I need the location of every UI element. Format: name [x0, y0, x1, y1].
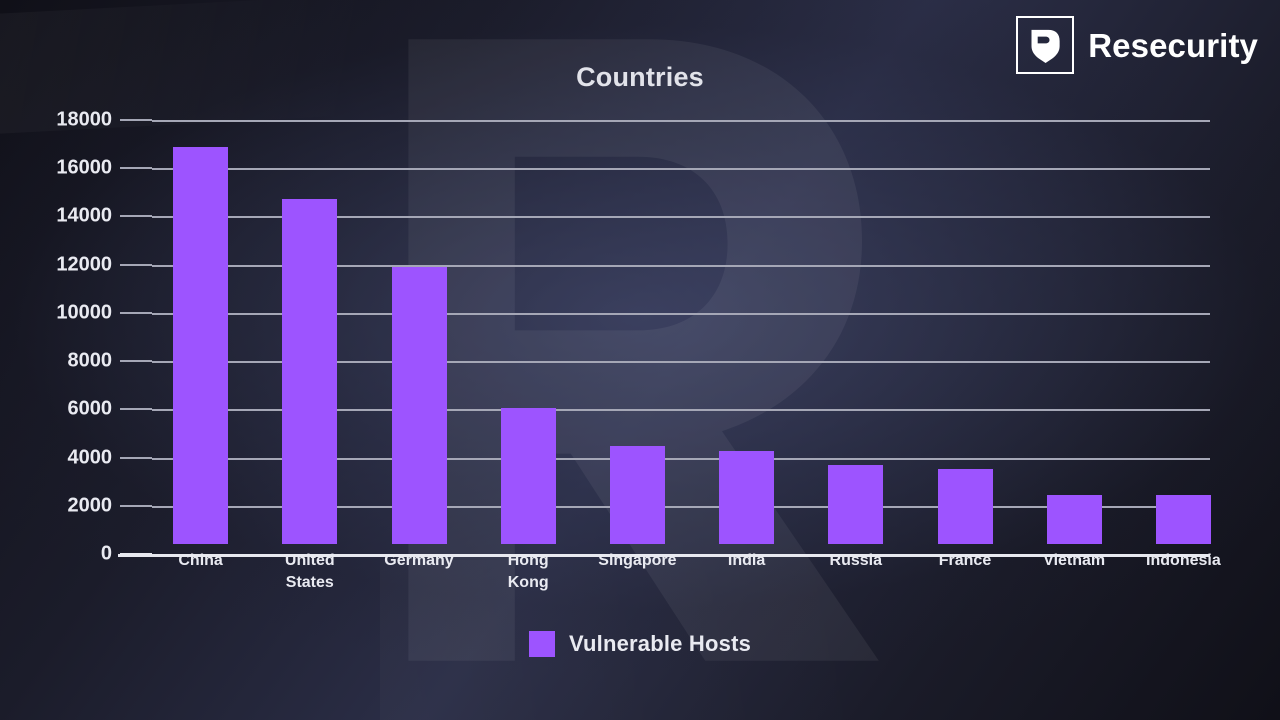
chart-title: Countries [576, 62, 704, 92]
gridline [152, 120, 1210, 122]
bar[interactable] [828, 464, 884, 544]
x-axis-tick-label: Vietnam [1043, 552, 1106, 569]
bar[interactable] [937, 469, 993, 544]
y-axis-tick-label: 8000 [67, 349, 113, 372]
bar-series [118, 110, 1211, 544]
x-axis-tick-label: China [178, 552, 223, 569]
y-axis-tick-mark [120, 504, 152, 507]
y-axis-tick-mark [120, 408, 152, 411]
y-axis-tick-label: 2000 [67, 494, 113, 517]
y-axis-tick-label: 10000 [56, 301, 112, 324]
y-axis: 18000 16000 14000 12000 10000 8000 6000 4000 200… [0, 108, 152, 565]
bar[interactable] [282, 199, 338, 544]
x-axis-tick-label: United States [284, 552, 335, 591]
bar[interactable] [500, 407, 556, 544]
gridline [152, 409, 1210, 412]
y-axis-tick-label: 14000 [56, 204, 112, 227]
x-axis-tick-label: Hong Kong [507, 552, 549, 591]
gridline [152, 361, 1210, 364]
x-axis-tick-label: France [938, 552, 992, 569]
bar[interactable] [719, 450, 775, 544]
legend-label: Vulnerable Hosts [568, 631, 752, 656]
x-axis-tick-label: Russia [829, 552, 883, 569]
y-axis-tick-mark [120, 215, 152, 218]
y-axis-tick-label: 0 [100, 542, 112, 565]
y-axis-tick-label: 12000 [56, 253, 112, 276]
y-axis-tick-mark [120, 119, 152, 121]
x-axis: China United States Germany Hong Kong Singap… [118, 550, 1220, 610]
y-axis-tick-label: 18000 [56, 108, 112, 131]
y-axis-tick-label: 4000 [67, 446, 113, 469]
y-axis-tick-label: 16000 [56, 156, 112, 179]
y-axis-tick-mark [120, 167, 152, 170]
y-axis-tick-mark [120, 456, 152, 459]
gridline [152, 216, 1210, 219]
y-axis-tick-mark [120, 263, 152, 266]
resecurity-logo: Resecurity [1016, 16, 1258, 74]
x-axis-tick-label: India [727, 552, 766, 569]
gridline [152, 312, 1210, 315]
y-axis-tick-label: 6000 [67, 397, 113, 420]
bar[interactable] [609, 446, 665, 544]
y-axis-tick-mark [120, 360, 152, 363]
gridline [152, 168, 1210, 171]
y-axis-tick-mark [120, 311, 152, 314]
x-axis-tick-label: Germany [384, 552, 454, 569]
gridline [152, 264, 1210, 267]
gridline [152, 505, 1210, 508]
legend-swatch-icon [528, 631, 555, 657]
bar[interactable] [391, 267, 447, 544]
chart-legend: Vulnerable Hosts [0, 631, 1280, 657]
gridlines [118, 110, 1210, 557]
gridline [152, 457, 1210, 460]
x-axis-baseline [118, 554, 1210, 557]
x-axis-tick-label: Singapore [598, 552, 677, 569]
bar[interactable] [173, 146, 229, 544]
resecurity-r-shield-icon [1016, 16, 1075, 74]
x-axis-tick-label: Indonesia [1146, 552, 1221, 569]
brand-name: Resecurity [1088, 26, 1258, 64]
bar[interactable] [1046, 495, 1102, 544]
bar[interactable] [1155, 495, 1211, 544]
